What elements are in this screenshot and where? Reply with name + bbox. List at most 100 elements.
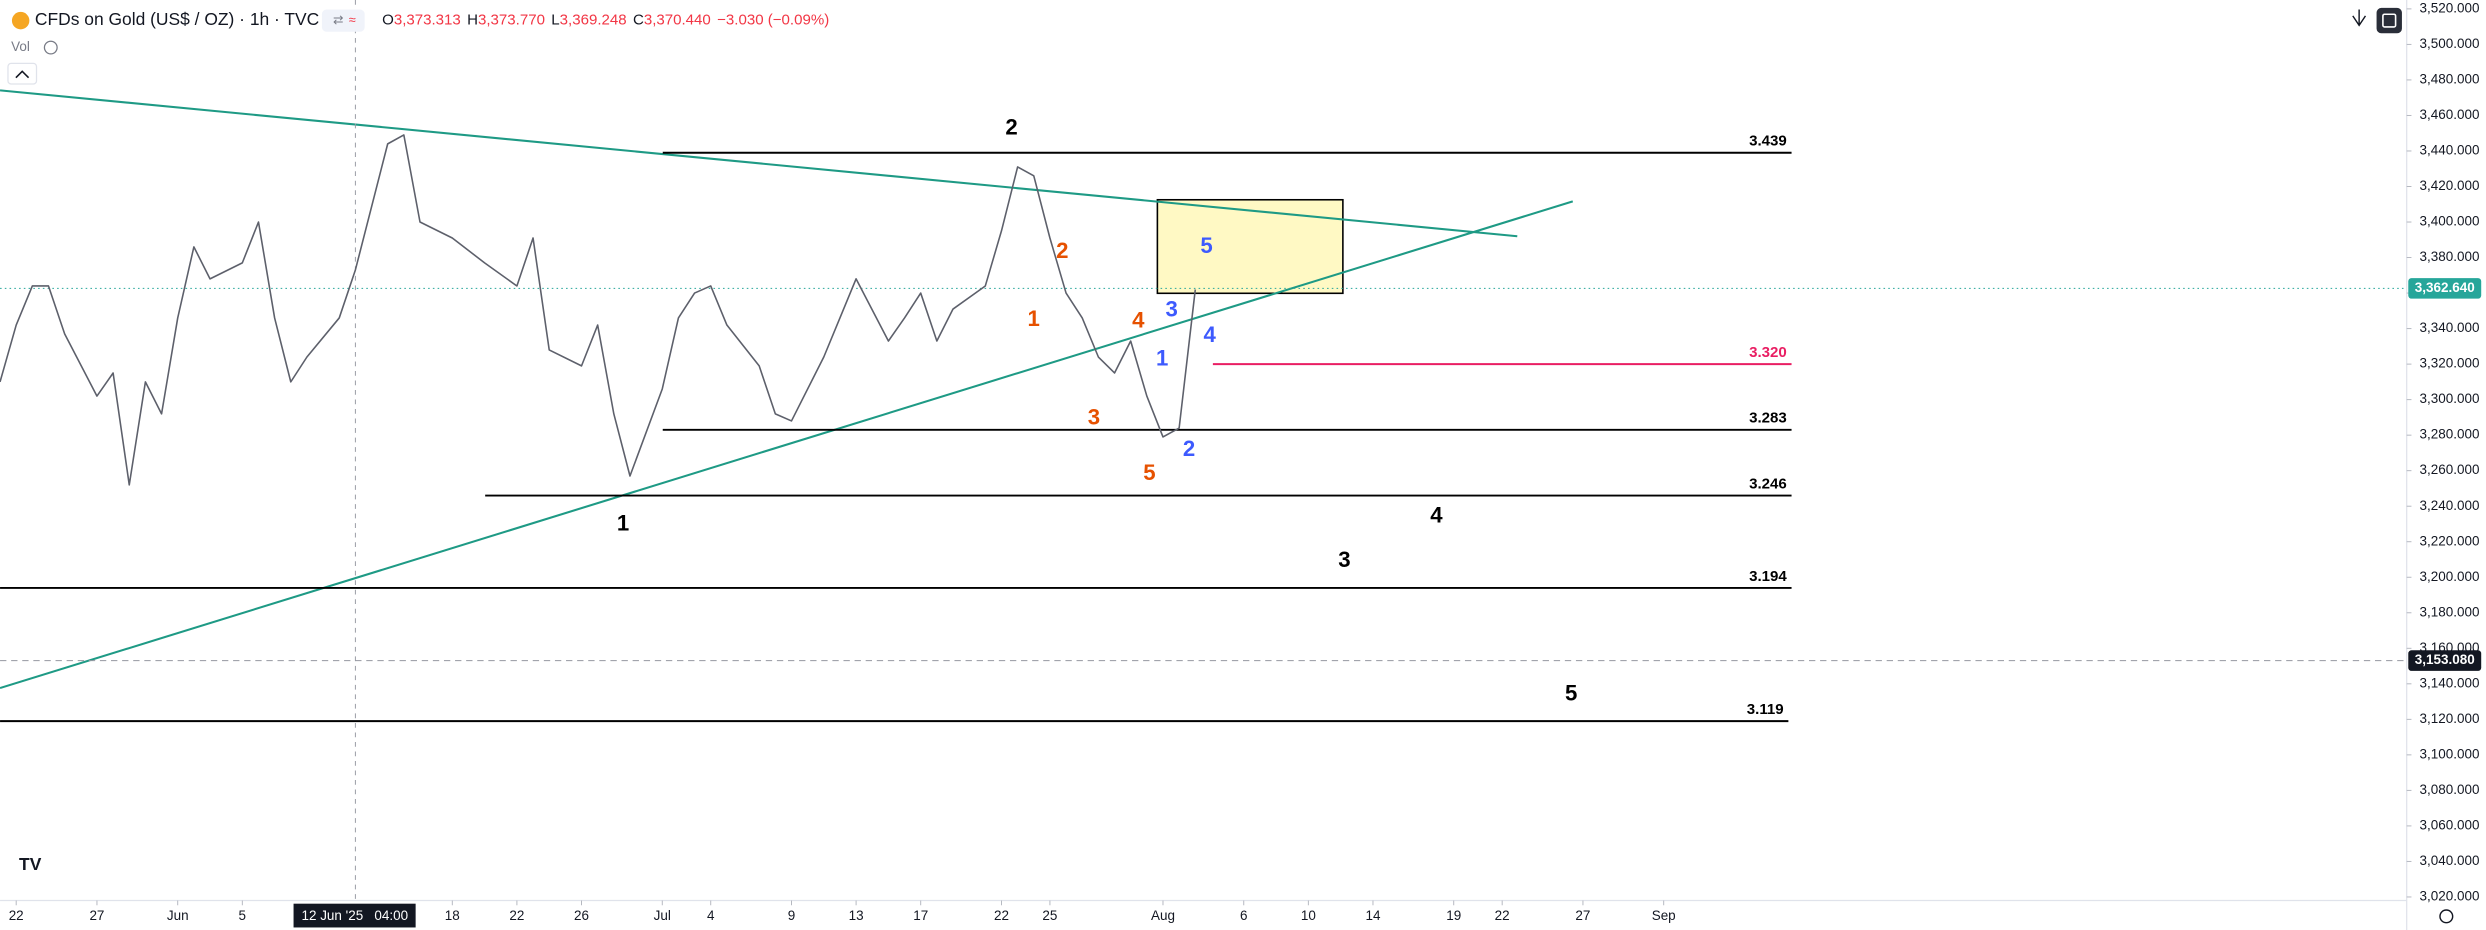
y-tick-label: 3,420.000: [2420, 178, 2480, 193]
y-tick-label: 3,220.000: [2420, 533, 2480, 548]
level-label: 3.439: [1749, 133, 1787, 150]
wave-label: 3: [1165, 297, 1177, 322]
y-tick-label: 3,400.000: [2420, 214, 2480, 229]
x-tick-label: Jul: [654, 908, 671, 923]
icon: ≈: [349, 13, 356, 27]
y-tick-label: 3,300.000: [2420, 391, 2480, 406]
ohlc-key: C: [633, 12, 644, 29]
x-tick-label: 26: [574, 908, 589, 923]
x-tick-label: Aug: [1151, 908, 1175, 923]
y-tick-label: 3,520.000: [2420, 0, 2480, 15]
ohlc-key: L: [551, 12, 559, 29]
wave-label: 4: [1132, 308, 1145, 333]
x-tick-label: 27: [89, 908, 104, 923]
level-label: 3.246: [1749, 475, 1787, 492]
download-icon[interactable]: [2352, 9, 2367, 27]
compare-buttons[interactable]: [321, 9, 365, 32]
x-tick-label: 22: [994, 908, 1009, 923]
x-tick-label: 22: [9, 908, 24, 923]
wave-label: 2: [1005, 114, 1017, 139]
x-tick-label: 25: [1042, 908, 1057, 923]
y-tick-label: 3,500.000: [2420, 36, 2480, 51]
ohlc-value: 3,373.770: [478, 12, 545, 29]
wave-label: 5: [1200, 233, 1212, 258]
x-tick-label: 13: [849, 908, 864, 923]
level-label: 3.119: [1747, 701, 1784, 718]
volume-label[interactable]: Vol: [11, 39, 30, 54]
symbol-title[interactable]: CFDs on Gold (US$ / OZ) · 1h · TVC: [35, 9, 319, 29]
fullscreen-button[interactable]: [2376, 7, 2402, 34]
drawings: [0, 0, 2407, 901]
x-tick-label: 5: [239, 908, 247, 923]
x-tick-label: Jun: [167, 908, 189, 923]
y-tick-label: 3,380.000: [2420, 249, 2480, 264]
x-tick-label: Sep: [1652, 908, 1676, 923]
wave-label: 4: [1204, 322, 1217, 347]
logo[interactable]: TV: [19, 854, 42, 874]
crosshair-label-box: [293, 903, 416, 928]
wave-label: 3: [1088, 404, 1100, 429]
y-tick-label: 3,440.000: [2420, 143, 2480, 158]
wave-label: 1: [1028, 306, 1040, 331]
y-tick-label: 3,200.000: [2420, 569, 2480, 584]
wave-label: 5: [1565, 680, 1577, 705]
y-tick-label: 3,460.000: [2420, 107, 2480, 122]
collapse-icon: [15, 70, 30, 79]
ohlc-key: O: [382, 12, 394, 29]
level-label: 3.283: [1749, 410, 1787, 427]
wave-label: 4: [1430, 503, 1443, 528]
price-line: [0, 134, 1197, 486]
price-label: 3,153.080: [2415, 652, 2475, 667]
wave-label: 1: [617, 511, 629, 536]
x-tick-label: 22: [509, 908, 524, 923]
settings-icon[interactable]: [2439, 909, 2454, 924]
x-tick-label: 18: [445, 908, 460, 923]
y-tick-label: 3,340.000: [2420, 320, 2480, 335]
ohlc-change: −3.030 (−0.09%): [717, 12, 829, 29]
wave-label: 5: [1143, 460, 1155, 485]
y-tick-label: 3,260.000: [2420, 462, 2480, 477]
x-tick-label: 17: [913, 908, 928, 923]
fullscreen-icon: [2382, 13, 2397, 28]
y-tick-label: 3,080.000: [2420, 782, 2480, 797]
y-tick-label: 3,100.000: [2420, 746, 2480, 761]
ohlc-value: 3,373.313: [394, 12, 461, 29]
x-tick-label: 19: [1446, 908, 1461, 923]
visibility-icon[interactable]: [43, 40, 58, 55]
price-label-box: [2408, 278, 2482, 299]
ohlc-value: 3,369.248: [560, 12, 627, 29]
y-tick-label: 3,120.000: [2420, 711, 2480, 726]
x-tick-label: 22: [1495, 908, 1510, 923]
icon: ⇄: [333, 13, 344, 27]
y-tick-label: 3,140.000: [2420, 675, 2480, 690]
y-tick-label: 3,060.000: [2420, 817, 2480, 832]
price-label-box: [2408, 650, 2482, 671]
y-tick-label: 3,180.000: [2420, 604, 2480, 619]
ohlc-key: H: [467, 12, 478, 29]
x-tick-label: 4: [707, 908, 715, 923]
x-tick-label: 6: [1240, 908, 1248, 923]
crosshair-time: 04:00: [374, 908, 408, 923]
x-tick-label: 9: [788, 908, 796, 923]
crosshair-date: 12 Jun '25: [301, 908, 363, 923]
collapse-button[interactable]: [7, 62, 38, 85]
price-label: 3,362.640: [2415, 280, 2475, 295]
x-tick-label: 27: [1575, 908, 1590, 923]
y-tick-label: 3,040.000: [2420, 853, 2480, 868]
level-label: 3.320: [1749, 344, 1787, 361]
y-tick-label: 3,320.000: [2420, 356, 2480, 371]
ohlc-value: 3,370.440: [644, 12, 711, 29]
level-label: 3.194: [1749, 568, 1787, 585]
y-tick-label: 3,240.000: [2420, 498, 2480, 513]
wave-label: 2: [1056, 238, 1068, 263]
ohlc: O3,373.313 H3,373.770 L3,369.248 C3,370.440…: [382, 12, 829, 29]
wave-label: 3: [1338, 547, 1350, 572]
x-tick-label: 10: [1301, 908, 1316, 923]
x-tick-label: 14: [1365, 908, 1380, 923]
y-tick-label: 3,020.000: [2420, 889, 2480, 904]
wave-label: 1: [1156, 346, 1168, 371]
y-tick-label: 3,280.000: [2420, 427, 2480, 442]
